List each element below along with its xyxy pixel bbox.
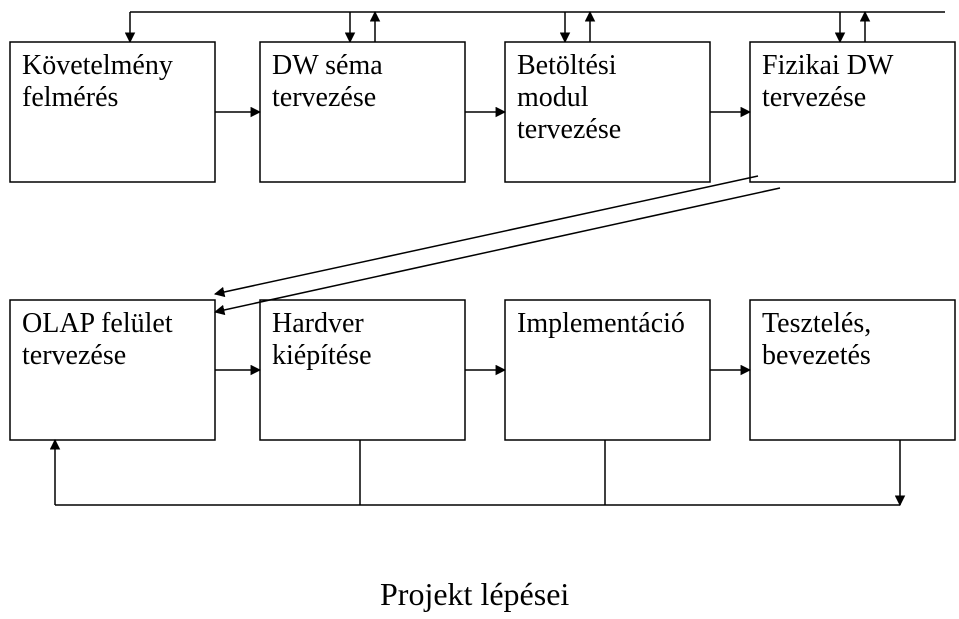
box-label-test-1: bevezetés [762, 340, 871, 371]
box-label-test-0: Tesztelés, [762, 308, 871, 339]
diagram-title: Projekt lépései [380, 576, 569, 612]
box-label-hw-1: kiépítése [272, 340, 372, 371]
box-label-hw-0: Hardver [272, 308, 364, 339]
box-label-olap-1: tervezése [22, 340, 126, 371]
box-label-dw-1: tervezése [272, 82, 376, 113]
box-label-phys-1: tervezése [762, 82, 866, 113]
box-label-load-2: tervezése [517, 114, 621, 145]
box-label-dw-0: DW séma [272, 50, 383, 81]
box-label-req-1: felmérés [22, 82, 118, 113]
box-label-load-1: modul [517, 82, 589, 113]
box-label-impl-0: Implementáció [517, 308, 685, 339]
box-label-phys-0: Fizikai DW [762, 50, 894, 81]
box-label-load-0: Betöltési [517, 50, 617, 81]
box-label-req-0: Követelmény [22, 50, 173, 81]
box-label-olap-0: OLAP felület [22, 308, 173, 339]
